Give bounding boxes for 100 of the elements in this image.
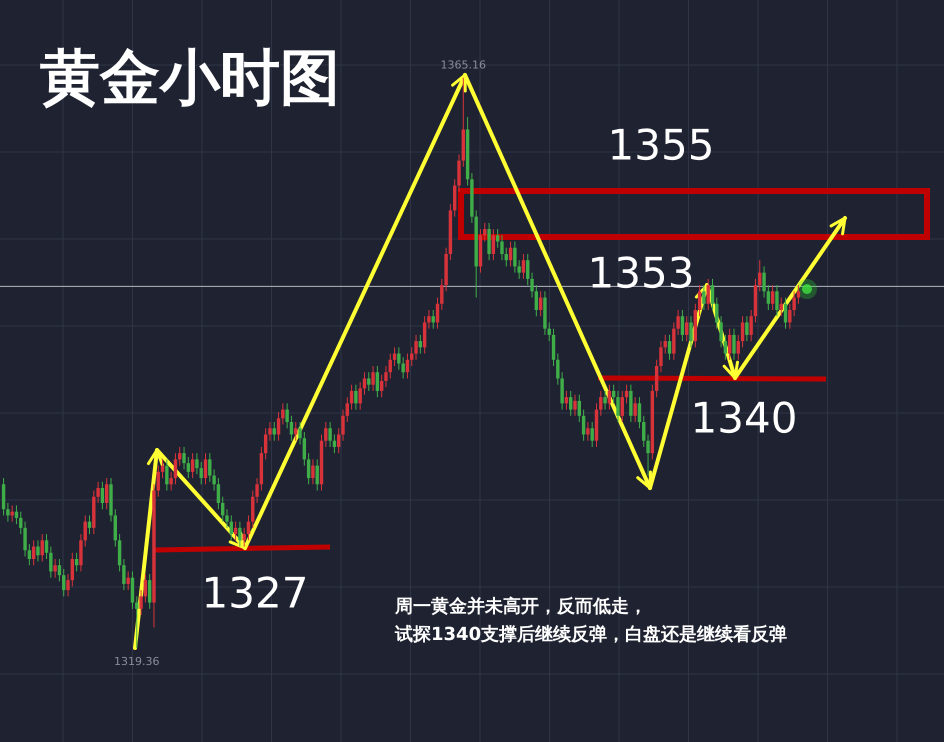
candlestick [517, 260, 521, 280]
candlestick [775, 284, 779, 317]
annotation: 1365.16 [440, 58, 486, 72]
annotation: 试探1340支撑后继续反弹，白盘还是继续看反弹 [394, 624, 788, 645]
candlestick [208, 452, 212, 482]
candlestick [612, 384, 616, 404]
candlestick [504, 247, 508, 267]
candlestick [762, 266, 766, 298]
candlestick [346, 396, 349, 423]
annotation: 周一黄金并未高开，反而低走， [394, 596, 647, 617]
candlestick [70, 552, 74, 587]
candlestick [350, 384, 354, 410]
candlestick [710, 278, 714, 310]
candlestick [492, 228, 496, 261]
candlestick [32, 540, 36, 566]
candlestick [603, 390, 607, 410]
candlestick [676, 309, 680, 336]
candlestick [766, 284, 770, 310]
candlestick [586, 422, 590, 442]
candlestick [40, 534, 44, 562]
candlestick [14, 504, 18, 525]
candlestick [792, 290, 796, 317]
candlestick [332, 434, 336, 454]
candlestick [410, 346, 414, 367]
candlestick [698, 284, 702, 317]
candlestick [100, 481, 104, 510]
candlestick [624, 384, 628, 404]
candlestick [384, 366, 388, 388]
candlestick [354, 384, 358, 410]
candlestick [62, 568, 66, 597]
candlestick [212, 468, 216, 492]
candlestick [6, 502, 10, 522]
candlestick [96, 481, 100, 504]
candlestick [538, 290, 542, 317]
candlestick [427, 309, 431, 330]
candlestick [160, 458, 164, 479]
candlestick [230, 514, 233, 541]
candlestick [724, 334, 728, 360]
candlestick [148, 573, 152, 610]
candlestick [740, 316, 744, 348]
candlestick [234, 521, 238, 541]
candlestick [216, 478, 220, 510]
candlestick [664, 334, 667, 354]
candlestick [306, 452, 310, 485]
candlestick [432, 309, 435, 330]
annotation: 1327 [202, 568, 308, 618]
candlestick [728, 328, 732, 360]
candlestick [174, 452, 178, 485]
candlestick [770, 284, 774, 310]
candlestick [358, 382, 362, 410]
candlestick [371, 366, 375, 392]
candlestick [599, 390, 602, 416]
text: 黄金小时图 [40, 43, 340, 113]
candlestick [19, 511, 22, 535]
candlestick [36, 540, 40, 562]
candlestick [311, 458, 315, 485]
candlestick [264, 428, 268, 460]
candlestick [788, 303, 792, 330]
candlestick [10, 504, 14, 522]
candlestick [376, 366, 380, 398]
candlestick [620, 390, 624, 423]
candlestick [324, 422, 328, 448]
candlestick [564, 390, 568, 410]
candlestick [28, 544, 32, 566]
candlestick [255, 478, 259, 504]
candlestick [200, 461, 203, 485]
candlestick [401, 356, 405, 379]
candlestick [513, 241, 517, 274]
candlestick [337, 428, 340, 454]
candlestick [58, 558, 62, 582]
candlestick [388, 353, 392, 379]
candlestick [522, 253, 526, 280]
candlestick [556, 353, 560, 386]
candlestick [719, 316, 723, 348]
candlestick [680, 309, 684, 342]
candlestick [715, 297, 718, 330]
candlestick [139, 590, 143, 616]
candlestick [780, 297, 783, 317]
candlestick [53, 558, 57, 578]
candlestick [290, 415, 294, 442]
candlestick [496, 228, 500, 248]
candlestick [316, 458, 319, 492]
candlestick [397, 346, 401, 370]
candlestick [749, 309, 753, 342]
annotation: 1353 [588, 248, 694, 298]
candlestick [190, 452, 194, 479]
annotation: 1355 [608, 120, 714, 170]
candlestick [796, 284, 800, 304]
candlestick [328, 422, 332, 448]
candlestick [534, 284, 538, 317]
candlestick [195, 452, 199, 475]
candlestick [392, 346, 396, 367]
candlestick [380, 374, 384, 398]
candlestick [736, 334, 740, 360]
candlestick [272, 422, 276, 442]
annotation: 1319.36 [114, 654, 160, 668]
candlestick [281, 402, 285, 426]
candlestick [702, 284, 706, 310]
candlestick [440, 278, 444, 310]
candlestick [508, 241, 512, 267]
